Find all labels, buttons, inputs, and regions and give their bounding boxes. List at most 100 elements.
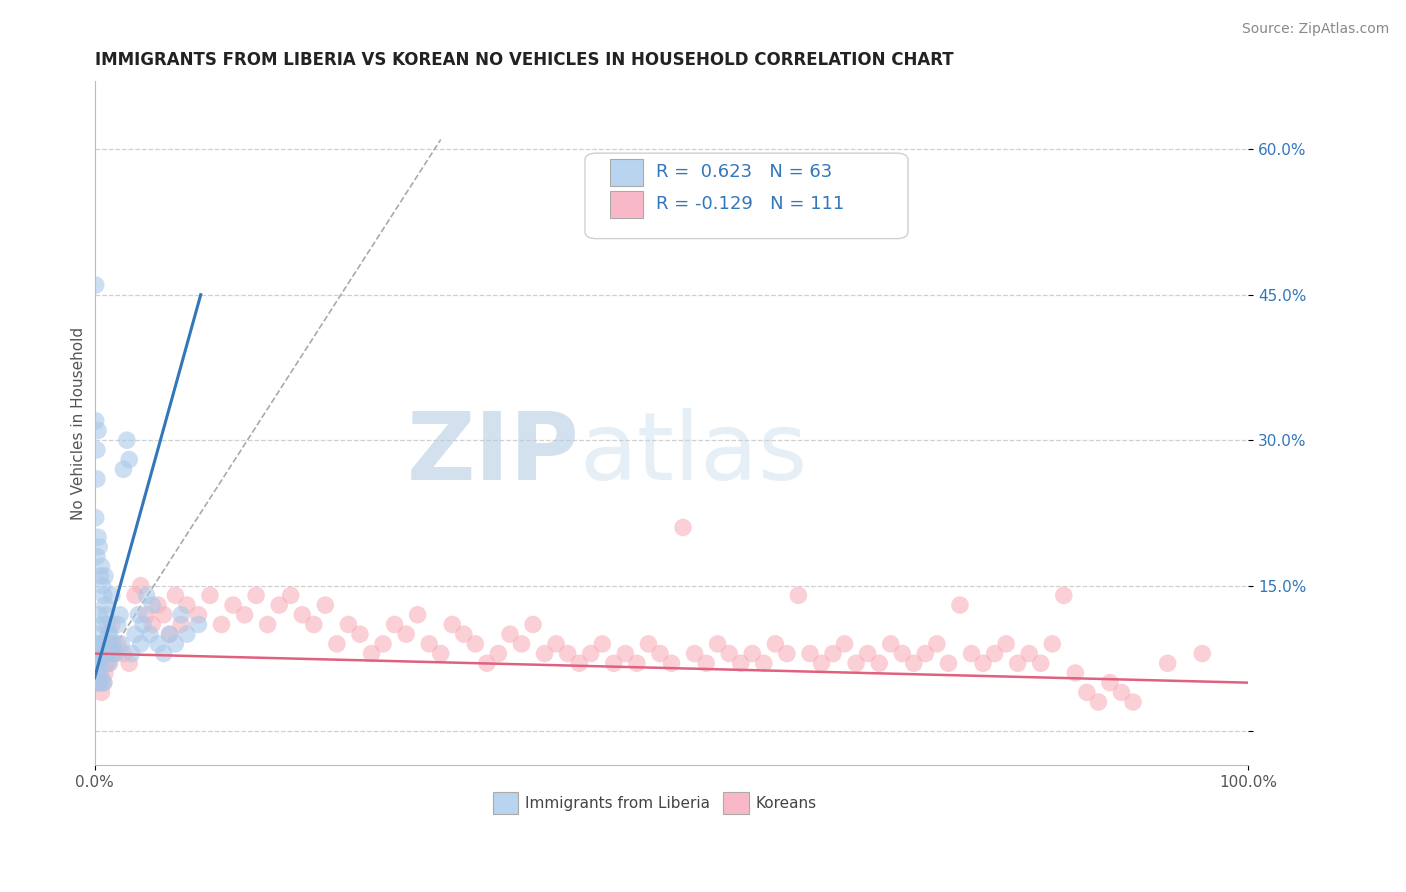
Point [1076, 685, 1098, 699]
Point [104, 647, 127, 661]
Point [695, 657, 717, 671]
Point [763, 637, 786, 651]
Point [776, 647, 799, 661]
Point [97, 627, 120, 641]
Point [86, 637, 108, 651]
Point [637, 637, 659, 651]
Point [245, 588, 267, 602]
Point [198, 588, 221, 602]
Point [170, 617, 193, 632]
Point [86, 549, 108, 564]
Y-axis label: No Vehicles in Household: No Vehicles in Household [72, 326, 86, 520]
Point [983, 647, 1005, 661]
Point [98, 637, 121, 651]
Point [153, 607, 176, 622]
Point [349, 627, 371, 641]
Point [141, 598, 163, 612]
Point [84, 414, 107, 428]
FancyBboxPatch shape [724, 792, 749, 814]
Point [925, 637, 948, 651]
Point [176, 627, 198, 641]
Text: ZIP: ZIP [406, 408, 579, 500]
Point [94, 569, 117, 583]
Point [464, 637, 486, 651]
Point [856, 647, 879, 661]
Point [86, 472, 108, 486]
Point [84, 647, 107, 661]
Point [94, 598, 117, 612]
Point [124, 588, 146, 602]
Point [1053, 588, 1076, 602]
Point [101, 588, 124, 602]
Point [108, 607, 131, 622]
Point [97, 637, 120, 651]
Point [91, 579, 114, 593]
Point [90, 637, 112, 651]
Text: Koreans: Koreans [756, 796, 817, 811]
Point [87, 675, 110, 690]
Point [834, 637, 856, 651]
Point [159, 627, 181, 641]
Point [159, 627, 181, 641]
Point [98, 627, 121, 641]
FancyBboxPatch shape [610, 191, 643, 219]
Point [1064, 665, 1087, 680]
Point [165, 588, 187, 602]
Point [135, 588, 157, 602]
Point [269, 598, 291, 612]
Point [752, 657, 775, 671]
Point [903, 657, 925, 671]
Point [89, 647, 111, 661]
Point [211, 617, 233, 632]
Point [418, 637, 440, 651]
Point [510, 637, 533, 651]
Point [118, 452, 141, 467]
Point [110, 637, 132, 651]
Point [176, 598, 198, 612]
Point [475, 657, 498, 671]
Point [87, 530, 110, 544]
Point [86, 627, 108, 641]
Point [395, 627, 418, 641]
Point [90, 675, 112, 690]
Point [891, 647, 914, 661]
Point [89, 657, 111, 671]
Point [453, 627, 475, 641]
Point [546, 637, 568, 651]
Point [706, 637, 728, 651]
Point [291, 607, 314, 622]
Point [115, 433, 138, 447]
Point [810, 657, 832, 671]
Point [129, 637, 152, 651]
Point [87, 424, 110, 438]
Text: IMMIGRANTS FROM LIBERIA VS KOREAN NO VEHICLES IN HOUSEHOLD CORRELATION CHART: IMMIGRANTS FROM LIBERIA VS KOREAN NO VEH… [94, 51, 953, 69]
Point [371, 637, 394, 651]
Point [84, 657, 107, 671]
Point [84, 278, 107, 293]
Point [880, 637, 903, 651]
Point [91, 617, 114, 632]
Point [1111, 685, 1133, 699]
Point [579, 647, 602, 661]
Point [89, 665, 111, 680]
Point [799, 647, 821, 661]
Point [314, 598, 336, 612]
Point [591, 637, 613, 651]
Point [86, 442, 108, 457]
Point [141, 617, 163, 632]
Point [89, 607, 111, 622]
Point [441, 617, 464, 632]
Point [94, 657, 117, 671]
Text: Immigrants from Liberia: Immigrants from Liberia [524, 796, 710, 811]
Point [222, 598, 245, 612]
Point [960, 647, 983, 661]
Point [683, 647, 706, 661]
Point [280, 588, 302, 602]
Point [995, 637, 1018, 651]
Text: atlas: atlas [579, 408, 807, 500]
Point [86, 665, 108, 680]
Text: Source: ZipAtlas.com: Source: ZipAtlas.com [1241, 22, 1389, 37]
Point [233, 607, 256, 622]
Point [938, 657, 960, 671]
Point [101, 637, 124, 651]
